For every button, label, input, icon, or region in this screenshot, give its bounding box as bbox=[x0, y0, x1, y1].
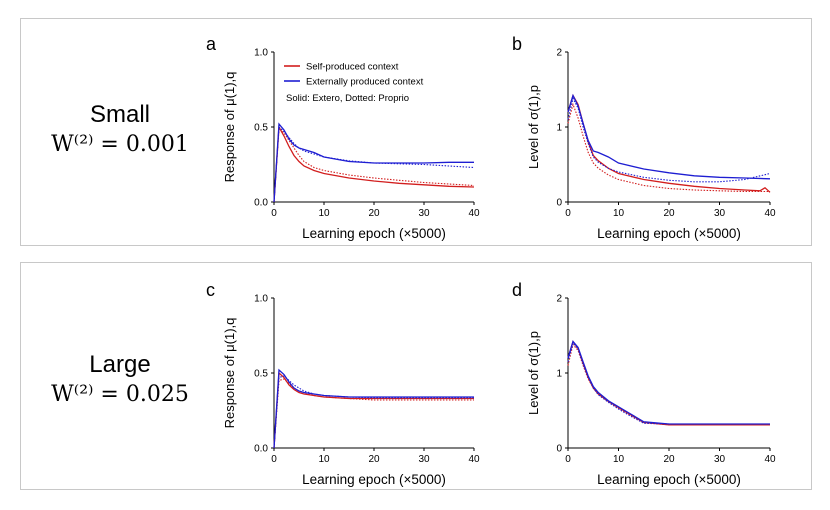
x-tick-label: 30 bbox=[418, 454, 430, 465]
series-line-proprio bbox=[567, 343, 770, 426]
y-tick-label: 1 bbox=[556, 369, 562, 380]
x-axis-label: Learning epoch (×5000) bbox=[302, 472, 446, 487]
y-tick-label: 1.0 bbox=[254, 294, 268, 305]
y-tick-label: 0.0 bbox=[254, 444, 268, 455]
legend-label: Externally produced context bbox=[306, 77, 424, 88]
y-tick-label: 0 bbox=[556, 198, 562, 209]
x-tick-label: 40 bbox=[764, 454, 776, 465]
series-line-proprio bbox=[273, 378, 474, 449]
panel-letter: d bbox=[512, 280, 522, 300]
y-tick-label: 2 bbox=[556, 48, 562, 59]
condition-formula: W⁽²⁾ = 0.025 bbox=[51, 382, 189, 407]
series-line-extero bbox=[567, 340, 770, 426]
x-tick-label: 0 bbox=[565, 208, 571, 219]
y-axis-label: Level of σ(1),p bbox=[526, 331, 541, 415]
y-axis-label: Response of μ(1),q bbox=[222, 72, 237, 183]
x-tick-label: 20 bbox=[663, 208, 675, 219]
y-tick-label: 0 bbox=[556, 444, 562, 455]
x-axis-label: Learning epoch (×5000) bbox=[302, 226, 446, 241]
series-line-proprio bbox=[567, 96, 771, 183]
chart-panel-b: b 0 10 20 30 40 0 1 2 Learning epoch (×5000) Level… bbox=[512, 34, 776, 241]
panel-group-large bbox=[20, 262, 812, 490]
panel-letter: a bbox=[206, 34, 217, 54]
condition-name: Small bbox=[89, 101, 150, 128]
y-axis-label: Response of μ(1),q bbox=[222, 318, 237, 429]
x-tick-label: 30 bbox=[714, 454, 726, 465]
chart-panel-d: d 0 10 20 30 40 0 1 2 Learning epoch (×5000) Level… bbox=[512, 280, 776, 487]
y-tick-label: 2 bbox=[556, 294, 562, 305]
x-tick-label: 20 bbox=[663, 454, 675, 465]
x-tick-label: 10 bbox=[318, 454, 330, 465]
condition-label-large: Large W⁽²⁾ = 0.025 bbox=[20, 350, 220, 410]
x-tick-label: 40 bbox=[468, 208, 480, 219]
series-line-extero bbox=[273, 124, 475, 203]
legend-label: Self-produced context bbox=[306, 62, 399, 73]
legend: Self-produced context Externally produced… bbox=[284, 62, 424, 104]
series-line-proprio bbox=[273, 127, 475, 203]
series-line-extero bbox=[273, 371, 474, 449]
series-line-proprio bbox=[567, 341, 770, 425]
y-tick-label: 0.5 bbox=[254, 123, 268, 134]
x-tick-label: 0 bbox=[565, 454, 571, 465]
series-line-extero bbox=[567, 340, 770, 425]
x-tick-label: 0 bbox=[271, 208, 277, 219]
y-tick-label: 0.5 bbox=[254, 369, 268, 380]
x-tick-label: 30 bbox=[418, 208, 430, 219]
x-tick-label: 40 bbox=[468, 454, 480, 465]
x-tick-label: 20 bbox=[368, 208, 380, 219]
series-line-proprio bbox=[567, 102, 770, 193]
y-tick-label: 1 bbox=[556, 123, 562, 134]
chart-panel-a: a 0 10 20 30 40 0.0 0.5 1.0 Learning epoch (×5000… bbox=[206, 34, 480, 241]
y-axis-label: Level of σ(1),p bbox=[526, 85, 541, 169]
series-line-extero bbox=[273, 368, 474, 449]
y-tick-label: 1.0 bbox=[254, 48, 268, 59]
x-axis-label: Learning epoch (×5000) bbox=[597, 226, 741, 241]
x-tick-label: 10 bbox=[613, 208, 625, 219]
x-tick-label: 40 bbox=[764, 208, 776, 219]
condition-formula: W⁽²⁾ = 0.001 bbox=[51, 132, 189, 157]
condition-name: Large bbox=[89, 351, 151, 378]
x-tick-label: 30 bbox=[714, 208, 726, 219]
panel-letter: b bbox=[512, 34, 522, 54]
legend-note: Solid: Extero, Dotted: Proprio bbox=[286, 93, 409, 104]
chart-panel-c: c 0 10 20 30 40 0.0 0.5 1.0 Learning epoch (×5000… bbox=[206, 280, 480, 487]
series-line-extero bbox=[567, 93, 771, 180]
x-tick-label: 10 bbox=[613, 454, 625, 465]
y-tick-label: 0.0 bbox=[254, 198, 268, 209]
condition-label-small: Small W⁽²⁾ = 0.001 bbox=[20, 100, 220, 160]
x-tick-label: 20 bbox=[368, 454, 380, 465]
x-tick-label: 10 bbox=[318, 208, 330, 219]
x-axis-label: Learning epoch (×5000) bbox=[597, 472, 741, 487]
series-line-proprio bbox=[273, 375, 474, 449]
x-tick-label: 0 bbox=[271, 454, 277, 465]
series-line-proprio bbox=[273, 125, 475, 203]
panel-letter: c bbox=[206, 280, 215, 300]
panel-group-small bbox=[20, 18, 812, 246]
